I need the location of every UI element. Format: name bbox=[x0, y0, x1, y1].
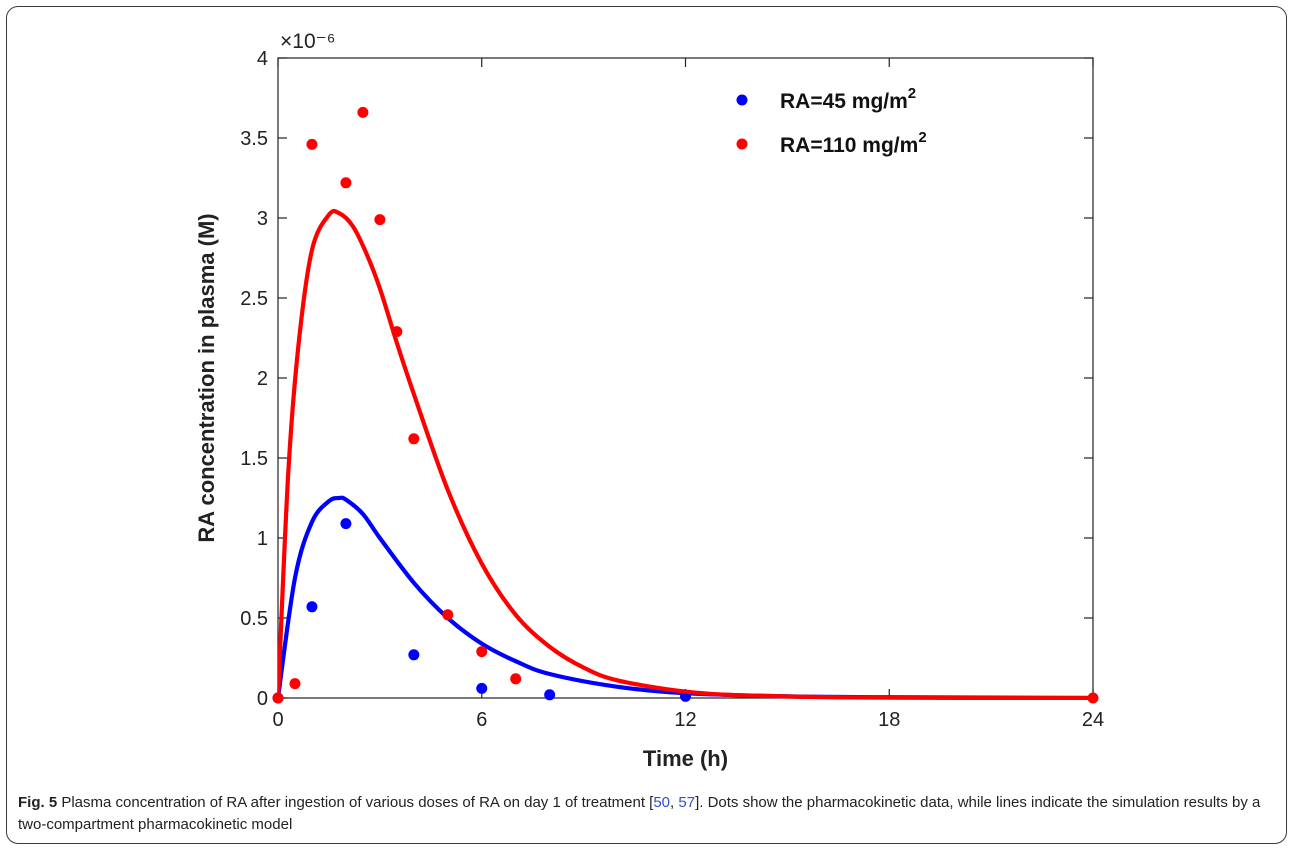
x-tick-label: 0 bbox=[272, 709, 283, 731]
y-tick-label: 2.5 bbox=[240, 288, 268, 310]
x-tick-label: 18 bbox=[878, 709, 900, 731]
series-line-ra-45 bbox=[278, 495, 1093, 700]
data-point-ra-110 bbox=[306, 138, 318, 150]
data-point-ra-110 bbox=[510, 673, 522, 685]
y-tick-label: 1 bbox=[257, 528, 268, 550]
data-point-ra-110 bbox=[357, 106, 369, 118]
x-tick-label: 6 bbox=[476, 709, 487, 731]
y-tick-label: 0 bbox=[257, 688, 268, 710]
data-point-ra-110 bbox=[408, 433, 420, 445]
y-tick-label: 3.5 bbox=[240, 128, 268, 150]
legend-label-superscript: 2 bbox=[918, 129, 926, 146]
legend-marker-ra-45 bbox=[736, 94, 748, 106]
caption-ref-50[interactable]: 50 bbox=[653, 794, 671, 811]
data-point-ra-110 bbox=[442, 609, 454, 621]
series-line-ra-110 bbox=[278, 208, 1093, 700]
x-tick-label: 12 bbox=[674, 709, 696, 731]
caption-ref-57[interactable]: 57 bbox=[678, 794, 696, 811]
caption-text-2: ]. Dots show the pharmacokinetic data, w… bbox=[18, 794, 1261, 833]
data-point-ra-110 bbox=[289, 678, 301, 690]
data-point-ra-110 bbox=[1087, 692, 1099, 704]
y-exponent-label: ×10⁻⁶ bbox=[280, 30, 335, 53]
x-tick-label: 24 bbox=[1082, 709, 1104, 731]
y-tick-label: 2 bbox=[257, 368, 268, 390]
data-point-ra-45 bbox=[408, 649, 420, 661]
data-point-ra-45 bbox=[544, 689, 556, 701]
y-tick-label: 1.5 bbox=[240, 448, 268, 470]
legend-label-ra-110: RA=110 mg/m2 bbox=[780, 129, 927, 157]
data-point-ra-110 bbox=[374, 214, 386, 226]
data-point-ra-110 bbox=[476, 646, 488, 658]
data-point-ra-45 bbox=[476, 682, 488, 694]
legend-label-superscript: 2 bbox=[908, 85, 916, 102]
figure-frame bbox=[6, 6, 1287, 844]
data-point-ra-110 bbox=[391, 326, 403, 338]
plot-area-frame bbox=[277, 57, 1094, 699]
y-axis-label: RA concentration in plasma (M) bbox=[194, 213, 219, 542]
caption-figure-label: Fig. 5 bbox=[18, 794, 58, 811]
caption-text-1: Plasma concentration of RA after ingesti… bbox=[57, 794, 654, 811]
data-point-ra-110 bbox=[272, 692, 284, 704]
y-tick-label: 4 bbox=[257, 48, 268, 70]
data-point-ra-45 bbox=[340, 518, 352, 530]
legend-marker-ra-110 bbox=[736, 138, 748, 150]
data-point-ra-110 bbox=[340, 177, 352, 189]
x-axis-label: Time (h) bbox=[643, 746, 728, 771]
caption-ref-separator: , bbox=[670, 794, 679, 811]
legend-label-ra-45: RA=45 mg/m2 bbox=[780, 85, 916, 113]
chart: 0 6 12 18 24 0 0.5 1 1.5 2 2.5 3 3.5 4 ×10⁻⁶ Time (h) RA… bbox=[194, 30, 1104, 771]
figure-caption: Fig. 5 Plasma concentration of RA after … bbox=[18, 792, 1280, 836]
data-point-ra-45 bbox=[306, 601, 318, 613]
y-tick-label: 3 bbox=[257, 208, 268, 230]
y-tick-label: 0.5 bbox=[240, 608, 268, 630]
